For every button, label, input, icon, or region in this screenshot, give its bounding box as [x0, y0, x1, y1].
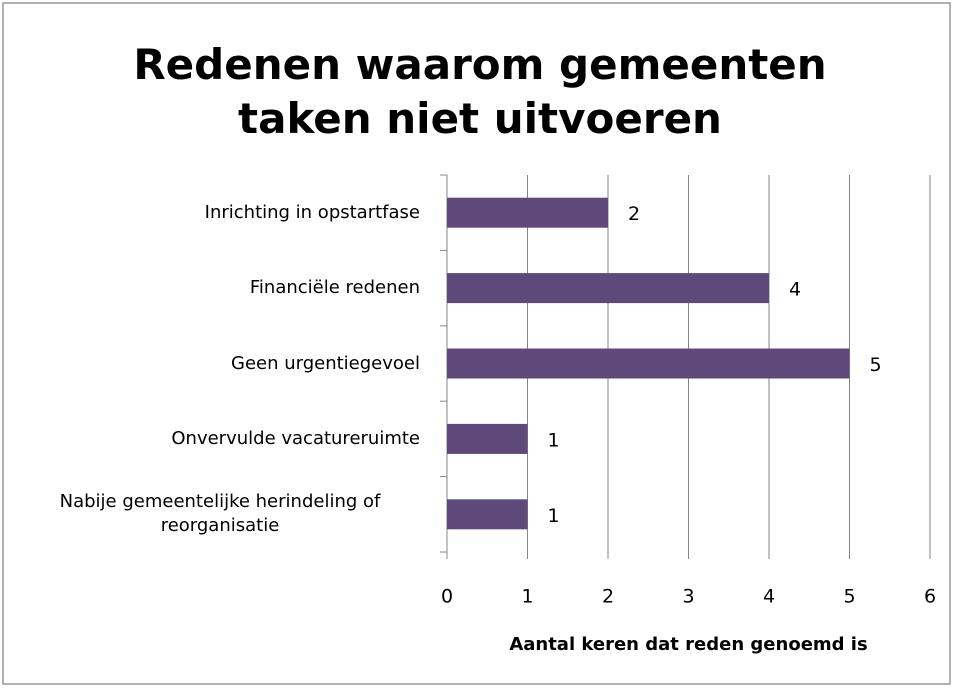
bar: [447, 273, 769, 304]
value-label: 4: [789, 279, 801, 301]
x-tick-label: 5: [843, 586, 855, 608]
x-tick-label: 2: [602, 586, 614, 608]
value-label: 2: [628, 203, 640, 225]
bar: [447, 423, 528, 454]
y-tick-label: Geen urgentiegevoel: [231, 352, 420, 374]
y-tick-label: Financiële redenen: [249, 277, 420, 299]
bar: [447, 197, 608, 228]
x-axis-title: Aantal keren dat reden genoemd is: [509, 634, 868, 655]
y-tick-label: Nabije gemeentelijke herindeling of reor…: [59, 491, 381, 537]
x-tick-label: 3: [682, 586, 694, 608]
x-tick-label: 0: [441, 586, 453, 608]
bar: [447, 348, 850, 379]
bar: [447, 499, 528, 530]
x-tick-label: 1: [521, 586, 533, 608]
y-tick-label: Onvervulde vacatureruimte: [171, 427, 420, 449]
value-label: 1: [548, 429, 560, 451]
chart-title: Redenen waarom gemeenten taken niet uitv…: [133, 40, 827, 143]
value-label: 5: [870, 354, 882, 376]
y-tick-label: Inrichting in opstartfase: [204, 201, 420, 223]
x-tick-label: 6: [924, 586, 936, 608]
x-tick-label: 4: [763, 586, 775, 608]
value-label: 1: [548, 505, 560, 527]
